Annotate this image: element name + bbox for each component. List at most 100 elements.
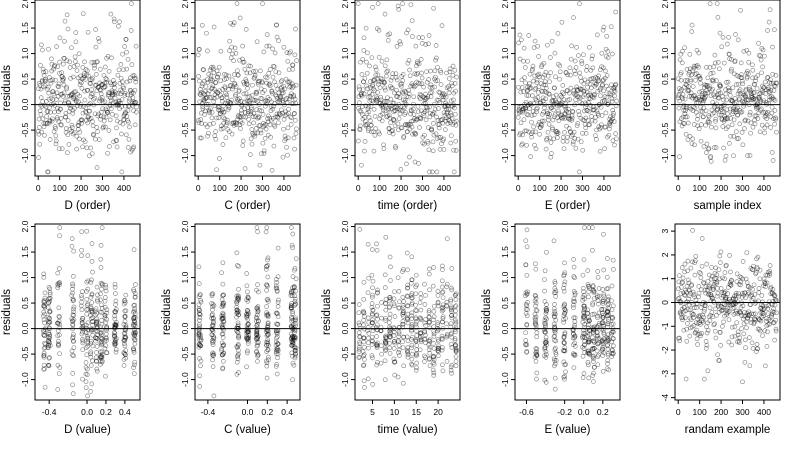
data-point: [550, 97, 556, 103]
data-point: [93, 136, 98, 142]
x-tick-label: 400: [117, 183, 131, 193]
data-point: [447, 69, 453, 75]
y-tick-label: 3: [660, 229, 670, 234]
data-point: [696, 95, 702, 100]
data-point: [199, 83, 205, 89]
data-point: [688, 106, 694, 112]
data-point: [713, 145, 719, 150]
data-point: [230, 51, 235, 57]
data-point: [60, 78, 66, 84]
scatter-panel-1: 0 100 200 300 400-1.0-0.50.00.51.01.52.0D (o…: [1, 0, 141, 212]
data-point: [70, 274, 76, 279]
data-point: [763, 363, 768, 369]
data-point: [522, 65, 528, 70]
data-point: [289, 81, 295, 87]
data-point: [384, 57, 390, 63]
data-point: [38, 63, 43, 68]
data-point: [57, 59, 62, 65]
data-point: [423, 91, 428, 97]
data-point: [418, 93, 424, 98]
data-point: [246, 98, 252, 104]
data-point: [267, 115, 273, 121]
data-point: [682, 121, 687, 127]
data-point: [242, 106, 248, 112]
data-point: [285, 125, 291, 131]
data-point: [610, 116, 615, 122]
data-point: [426, 41, 431, 47]
data-point: [551, 136, 557, 142]
data-point: [378, 360, 384, 366]
data-point: [123, 36, 129, 42]
data-point: [51, 129, 57, 134]
data-point: [531, 78, 536, 84]
data-point: [212, 103, 218, 109]
data-point: [67, 59, 73, 65]
data-point: [379, 315, 384, 321]
data-point: [416, 161, 421, 166]
data-point: [711, 78, 716, 84]
data-point: [45, 169, 51, 175]
data-point: [679, 265, 685, 270]
x-tick-label: 200: [74, 183, 88, 193]
data-point: [391, 346, 397, 351]
data-point: [548, 154, 554, 160]
data-point: [78, 118, 84, 123]
data-point: [702, 85, 707, 90]
data-point: [705, 368, 711, 374]
data-point: [571, 15, 576, 20]
data-point: [365, 106, 371, 112]
data-point: [568, 129, 574, 135]
data-point: [544, 90, 550, 96]
data-point: [113, 89, 118, 95]
data-point: [382, 85, 388, 91]
data-point: [292, 118, 298, 123]
data-point: [56, 305, 62, 311]
data-point: [573, 92, 579, 97]
data-point: [429, 90, 435, 95]
data-point: [400, 294, 406, 300]
data-point: [282, 113, 288, 119]
data-point: [546, 91, 552, 97]
data-point: [568, 56, 574, 62]
data-point: [444, 70, 449, 76]
data-point: [375, 316, 380, 322]
data-point: [447, 66, 453, 72]
data-point: [379, 103, 384, 109]
data-point: [726, 85, 731, 91]
data-point: [255, 80, 261, 85]
data-point: [118, 91, 123, 97]
data-point: [219, 270, 224, 276]
data-point: [540, 112, 545, 117]
data-point: [710, 77, 716, 83]
data-point: [451, 147, 456, 153]
data-point: [693, 77, 698, 83]
data-point: [69, 45, 74, 51]
data-point: [451, 90, 457, 96]
data-point: [217, 88, 222, 94]
data-point: [276, 90, 282, 96]
data-point: [431, 309, 437, 314]
data-point: [690, 95, 695, 101]
data-point: [92, 83, 98, 88]
data-point: [219, 98, 225, 104]
data-point: [277, 111, 282, 117]
data-point: [398, 41, 403, 47]
data-point: [516, 40, 521, 46]
data-point: [541, 109, 546, 115]
data-point: [361, 48, 367, 53]
data-point: [447, 86, 452, 92]
data-point: [553, 128, 559, 134]
data-point: [436, 98, 441, 103]
data-point: [114, 144, 120, 150]
data-point: [202, 78, 207, 84]
data-point: [382, 377, 388, 383]
data-point: [37, 141, 43, 147]
data-point: [361, 317, 366, 323]
data-point: [702, 91, 708, 96]
data-point: [219, 95, 225, 100]
y-tick-label: 2: [660, 252, 670, 257]
data-point: [435, 353, 441, 359]
data-point: [438, 82, 444, 87]
data-point: [387, 130, 392, 135]
data-point: [575, 136, 581, 142]
